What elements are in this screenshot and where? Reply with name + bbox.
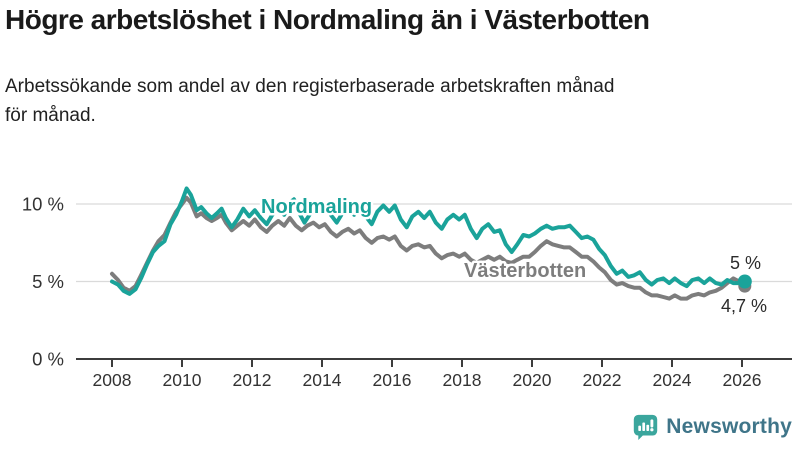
chart-subtitle: Arbetssökande som andel av den registerb… — [5, 72, 785, 131]
end-dot-nordmaling — [737, 274, 752, 289]
line-chart: 0 % 5 % 10 % 2008 2010 2012 2014 2016 2018 2020 20… — [22, 186, 792, 390]
x-axis-tick-label: 2026 — [723, 370, 762, 390]
x-axis-tick-label: 2014 — [303, 370, 342, 390]
x-axis-tick-label: 2010 — [163, 370, 202, 390]
y-axis-tick-label: 10 % — [22, 194, 64, 215]
end-value-label-västerbotten: 4,7 % — [721, 296, 767, 316]
subtitle-line-1: Arbetssökande som andel av den registerb… — [5, 76, 615, 97]
series-line-västerbotten — [110, 195, 747, 301]
x-axis-tick-label: 2024 — [653, 370, 692, 390]
x-axis-tick-label: 2008 — [93, 370, 132, 390]
y-axis-tick-label: 0 % — [32, 349, 64, 370]
x-axis-tick-label: 2020 — [513, 370, 552, 390]
series-label-västerbotten: Västerbotten — [464, 260, 586, 282]
page-title: Högre arbetslöshet i Nordmaling än i Väs… — [5, 4, 650, 35]
x-axis-tick-label: 2016 — [373, 370, 412, 390]
series-label-nordmaling: Nordmaling — [261, 196, 372, 218]
newsworthy-logo: Newsworthy — [632, 413, 792, 441]
brand-name: Newsworthy — [666, 415, 792, 438]
x-axis-tick-label: 2012 — [233, 370, 272, 390]
end-value-label-nordmaling: 5 % — [730, 253, 761, 273]
subtitle-line-2: för månad. — [5, 105, 96, 127]
y-axis-tick-label: 5 % — [32, 271, 64, 292]
x-axis-tick-label: 2018 — [443, 370, 482, 390]
newsworthy-bar-chart-icon — [634, 414, 658, 441]
x-axis-tick-label: 2022 — [583, 370, 622, 390]
series-line-nordmaling — [110, 186, 747, 296]
